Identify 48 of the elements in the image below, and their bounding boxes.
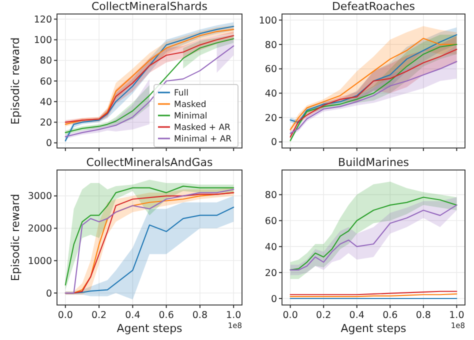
y-tick-label: 20 — [264, 112, 277, 124]
y-tick-label: 20 — [264, 268, 277, 279]
y-tick-label: 80 — [40, 56, 52, 67]
y-tick-label: 0 — [270, 137, 277, 148]
x-tick-label: 0.2 — [316, 310, 332, 321]
x-tick-label: 0.6 — [158, 310, 174, 321]
y-tick-label: 1000 — [28, 256, 52, 267]
y-tick-label: 120 — [34, 14, 52, 26]
y-tick-label: 40 — [264, 242, 277, 253]
x-tick-label: 0.0 — [282, 310, 298, 321]
x-tick-label: 0.2 — [91, 310, 107, 321]
y-tick-label: 100 — [34, 35, 52, 46]
chart-title: CollectMineralsAndGas — [86, 156, 213, 169]
y-tick-label: 2000 — [28, 224, 52, 235]
legend-label: Masked + AR — [174, 123, 231, 133]
y-tick-label: 60 — [264, 64, 277, 76]
y-tick-label: 0 — [46, 288, 52, 300]
y-tick-label: 80 — [264, 190, 277, 201]
y-tick-label: 80 — [264, 40, 277, 51]
y-tick-label: 3000 — [28, 191, 52, 202]
y-tick-label: 40 — [40, 96, 52, 108]
chart-title: DefeatRoaches — [332, 0, 416, 13]
x-tick-label: 0.4 — [349, 310, 364, 321]
legend-label: Masked — [174, 100, 206, 110]
line-series — [290, 60, 458, 134]
y-axis-title: Episodic reward — [9, 37, 22, 125]
x-axis-title: Agent steps — [340, 322, 407, 335]
x-tick-label: 0.0 — [58, 310, 73, 321]
legend-label: Minimal + AR — [174, 134, 232, 144]
x-tick-label: 1.0 — [226, 310, 242, 321]
y-tick-label: 100 — [258, 15, 277, 26]
y-tick-label: 60 — [264, 216, 277, 227]
legend-label: Full — [174, 88, 189, 98]
y-tick-label: 0 — [270, 294, 277, 305]
x-axis-title: Agent steps — [116, 322, 183, 335]
x-tick-label: 0.6 — [382, 310, 398, 321]
x-tick-label: 0.8 — [192, 310, 208, 321]
x-tick-label: 0.8 — [416, 310, 431, 321]
y-tick-label: 0 — [46, 138, 52, 150]
legend-label: Minimal — [174, 112, 208, 122]
y-tick-label: 40 — [264, 88, 277, 100]
y-axis-title: Episodic reward — [9, 194, 22, 282]
x-tick-label: 1.0 — [449, 310, 464, 321]
x-tick-label: 0.4 — [125, 310, 140, 321]
y-tick-label: 20 — [40, 118, 52, 129]
chart-title: CollectMineralShards — [92, 0, 208, 13]
chart-title: BuildMarines — [338, 156, 410, 169]
y-tick-label: 60 — [40, 76, 52, 88]
